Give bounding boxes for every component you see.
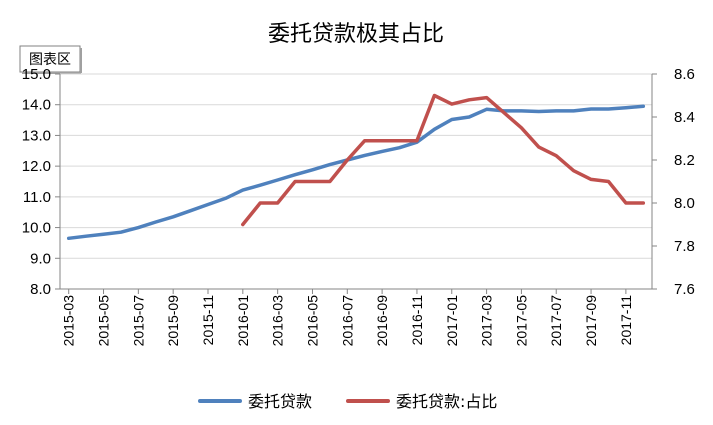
gridlines (60, 73, 652, 259)
legend: 委托贷款 委托贷款:占比 (198, 392, 497, 411)
x-tick-label-2017-05: 2017-05 (513, 295, 529, 347)
right-y-tick-labels: 7.6 7.8 8.0 8.2 8.4 8.6 (674, 66, 695, 298)
x-tick-label-2017-07: 2017-07 (548, 295, 564, 347)
left-y-tick-label-10-0: 10.0 (22, 220, 51, 237)
chart-title: 委托贷款极其占比 (268, 22, 444, 47)
legend-label-entrusted-loans-share: 委托贷款:占比 (396, 392, 497, 411)
left-y-tick-label-12-0: 12.0 (22, 158, 51, 175)
x-tick-label-2016-09: 2016-09 (374, 295, 390, 347)
x-tick-labels: 2015-03 2015-05 2015-07 2015-09 2015-11 2016-… (61, 295, 634, 347)
x-tick-label-2016-05: 2016-05 (304, 295, 320, 347)
x-tick-label-2017-03: 2017-03 (479, 295, 495, 347)
left-y-tick-label-8-0: 8.0 (30, 281, 51, 298)
left-y-tick-labels: 8.0 9.0 10.0 11.0 12.0 13.0 14.0 15.0 (22, 66, 51, 298)
area-tag-box (19, 45, 81, 73)
area-tag[interactable]: 图表区 (19, 45, 82, 74)
x-tick-label-2015-09: 2015-09 (165, 295, 181, 347)
left-y-tick-label-11-0: 11.0 (23, 189, 51, 206)
right-y-tick-label-8-4: 8.4 (674, 109, 695, 126)
area-tag-label: 图表区 (29, 52, 71, 68)
left-y-tick-label-13-0: 13.0 (22, 127, 51, 144)
x-tick-label-2016-03: 2016-03 (270, 295, 286, 347)
right-y-tick-label-7-6: 7.6 (674, 281, 695, 298)
left-y-tick-label-15-0: 15.0 (22, 66, 51, 83)
axes (55, 73, 657, 294)
right-y-tick-label-7-8: 7.8 (674, 238, 695, 255)
x-tick-label-2017-11: 2017-11 (618, 295, 634, 346)
series-line-1 (241, 93, 646, 227)
x-tick-label-2017-01: 2017-01 (444, 295, 460, 347)
x-tick-label-2015-11: 2015-11 (200, 295, 216, 346)
legend-label-entrusted-loans: 委托贷款 (248, 392, 312, 411)
right-y-tick-label-8-2: 8.2 (674, 152, 695, 169)
x-tick-label-2015-03: 2015-03 (61, 295, 77, 347)
x-tick-label-2016-07: 2016-07 (339, 295, 355, 347)
right-y-tick-label-8-6: 8.6 (674, 66, 695, 83)
x-tick-label-2015-05: 2015-05 (96, 295, 112, 347)
x-tick-label-2015-07: 2015-07 (130, 295, 146, 347)
left-y-tick-label-14-0: 14.0 (22, 97, 51, 114)
x-tick-label-2017-09: 2017-09 (583, 295, 599, 347)
left-y-tick-label-9-0: 9.0 (30, 250, 51, 267)
right-y-tick-label-8-0: 8.0 (674, 195, 695, 212)
x-tick-label-2016-01: 2016-01 (235, 295, 251, 347)
series-lines (66, 93, 646, 241)
x-tick-label-2016-11: 2016-11 (409, 295, 425, 346)
series-line-0 (66, 104, 646, 241)
